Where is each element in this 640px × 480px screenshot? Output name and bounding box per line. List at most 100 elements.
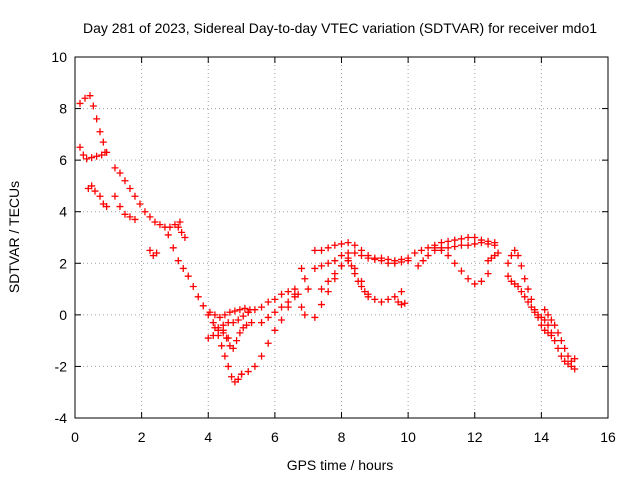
series-arc-6 <box>146 246 161 260</box>
data-point <box>96 192 104 200</box>
data-point <box>437 246 445 254</box>
series-arc-15 <box>258 293 299 327</box>
plot-frame <box>74 56 609 419</box>
data-point <box>464 275 472 283</box>
data-point <box>411 249 419 257</box>
data-point <box>264 339 272 347</box>
data-point <box>146 246 154 254</box>
data-point <box>176 218 184 226</box>
data-point <box>211 311 219 319</box>
data-point <box>457 241 465 249</box>
data-point <box>248 319 256 327</box>
data-point <box>181 234 189 241</box>
data-point <box>451 243 459 251</box>
data-point <box>444 237 452 245</box>
x-tick-label: 0 <box>71 429 79 445</box>
data-point <box>86 92 94 100</box>
data-point <box>471 240 479 248</box>
data-point <box>219 326 227 334</box>
data-point <box>318 301 326 309</box>
data-point <box>477 277 485 285</box>
data-point <box>291 285 299 293</box>
data-point <box>397 288 405 296</box>
x-tick-label: 12 <box>467 429 483 445</box>
data-point <box>136 200 144 208</box>
data-point <box>557 337 565 345</box>
data-point <box>338 262 345 270</box>
data-point <box>471 280 479 288</box>
series-arc-3 <box>84 182 111 211</box>
data-point <box>451 259 459 267</box>
data-point <box>419 257 427 265</box>
data-point <box>464 234 472 241</box>
data-point <box>547 316 555 324</box>
data-point <box>357 252 365 260</box>
data-point <box>241 304 249 312</box>
data-point <box>391 293 399 301</box>
data-point <box>218 342 226 350</box>
data-point <box>126 213 134 221</box>
data-point <box>231 307 239 315</box>
chart-title: Day 281 of 2023, Sidereal Day-to-day VTE… <box>83 20 597 36</box>
data-point <box>131 215 139 223</box>
data-point <box>318 285 326 293</box>
data-point <box>264 298 272 306</box>
data-point <box>116 169 124 177</box>
data-point <box>457 267 465 275</box>
data-point <box>571 365 579 373</box>
series-arc-9 <box>204 308 252 342</box>
data-point <box>351 270 359 278</box>
data-point <box>271 326 279 334</box>
data-point <box>244 308 252 316</box>
data-point <box>224 362 232 370</box>
data-point <box>238 370 246 378</box>
data-point <box>311 313 319 321</box>
data-point <box>324 244 332 252</box>
series-arc-1 <box>76 92 111 156</box>
data-point <box>527 303 535 311</box>
data-point <box>121 210 129 218</box>
data-point <box>298 264 306 272</box>
y-axis-label: SDTVAR / TECUs <box>6 181 22 293</box>
data-point <box>357 282 365 290</box>
data-point <box>511 246 519 254</box>
data-point <box>76 99 84 107</box>
data-point <box>164 231 172 239</box>
series-arc-18 <box>311 239 412 265</box>
series-arc-12 <box>219 319 256 352</box>
data-point <box>284 298 292 306</box>
data-point <box>258 303 266 311</box>
data-point <box>377 257 385 265</box>
data-points <box>76 92 579 386</box>
data-point <box>377 298 385 306</box>
data-point <box>521 293 529 301</box>
data-point <box>444 244 452 252</box>
series-arc-7 <box>174 223 189 241</box>
data-point <box>116 203 124 211</box>
data-point <box>278 303 286 311</box>
data-point <box>514 282 522 290</box>
data-point <box>344 254 352 262</box>
data-point <box>88 154 96 162</box>
series-arc-30 <box>504 272 579 373</box>
data-point <box>331 241 339 249</box>
data-point <box>174 223 182 231</box>
data-point <box>537 321 545 329</box>
y-tick-label: 2 <box>59 255 67 271</box>
data-point <box>504 272 512 280</box>
data-point <box>99 138 107 146</box>
series-arc-5 <box>111 192 139 223</box>
data-point <box>371 295 379 303</box>
data-point <box>76 143 84 151</box>
series-arc-26 <box>431 244 492 288</box>
data-point <box>324 277 332 285</box>
data-point <box>234 316 242 324</box>
data-point <box>264 313 272 321</box>
data-point <box>89 102 97 110</box>
y-tick-label: 8 <box>59 101 67 117</box>
data-point <box>457 235 465 243</box>
data-point <box>504 259 512 267</box>
data-point <box>331 270 339 278</box>
data-point <box>331 257 339 265</box>
